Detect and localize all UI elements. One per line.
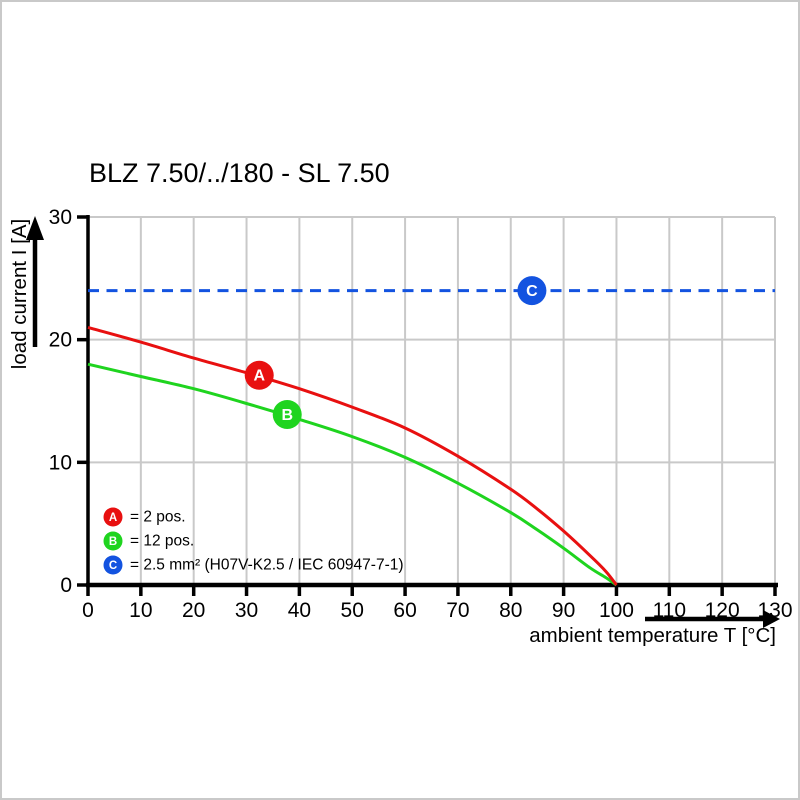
legend-label-C: = 2.5 mm² (H07V-K2.5 / IEC 60947-7-1) xyxy=(130,557,404,574)
x-tick-label: 70 xyxy=(446,599,469,622)
y-axis-arrowhead xyxy=(26,216,44,240)
legend-letter-C: C xyxy=(109,560,117,572)
x-tick-label: 90 xyxy=(552,599,575,622)
x-axis-arrowhead xyxy=(763,610,780,628)
x-tick-label: 10 xyxy=(129,599,152,622)
legend-label-B: = 12 pos. xyxy=(130,533,194,550)
y-tick-label: 30 xyxy=(49,206,72,229)
y-tick-label: 0 xyxy=(60,574,72,597)
y-tick-label: 10 xyxy=(49,451,72,474)
x-tick-label: 30 xyxy=(235,599,258,622)
marker-letter-B: B xyxy=(281,407,293,424)
y-axis-label: load current I [A] xyxy=(8,218,31,370)
x-tick-label: 120 xyxy=(705,599,740,622)
x-tick-label: 40 xyxy=(288,599,311,622)
marker-C xyxy=(517,276,547,306)
x-tick-label: 110 xyxy=(653,599,686,622)
legend-swatch-B xyxy=(103,531,123,551)
legend-letter-A: A xyxy=(109,512,117,524)
legend-letter-B: B xyxy=(109,536,117,548)
marker-letter-A: A xyxy=(253,368,265,385)
marker-letter-C: C xyxy=(526,283,538,300)
x-tick-label: 20 xyxy=(182,599,205,622)
marker-B xyxy=(272,399,302,429)
legend-swatch-C xyxy=(103,555,123,575)
x-tick-label: 50 xyxy=(341,599,364,622)
chart-title: BLZ 7.50/../180 - SL 7.50 xyxy=(89,158,390,188)
y-tick-label: 20 xyxy=(49,329,72,352)
x-tick-label: 80 xyxy=(499,599,522,622)
legend-swatch-A xyxy=(103,507,123,527)
legend-label-A: = 2 pos. xyxy=(130,509,186,526)
x-axis-label: ambient temperature T [°C] xyxy=(529,624,776,647)
x-tick-label: 0 xyxy=(82,599,94,622)
x-tick-label: 60 xyxy=(393,599,416,622)
curve-A xyxy=(87,325,618,586)
x-tick-label: 100 xyxy=(599,599,634,622)
curve-B xyxy=(87,362,618,587)
marker-A xyxy=(244,360,274,390)
